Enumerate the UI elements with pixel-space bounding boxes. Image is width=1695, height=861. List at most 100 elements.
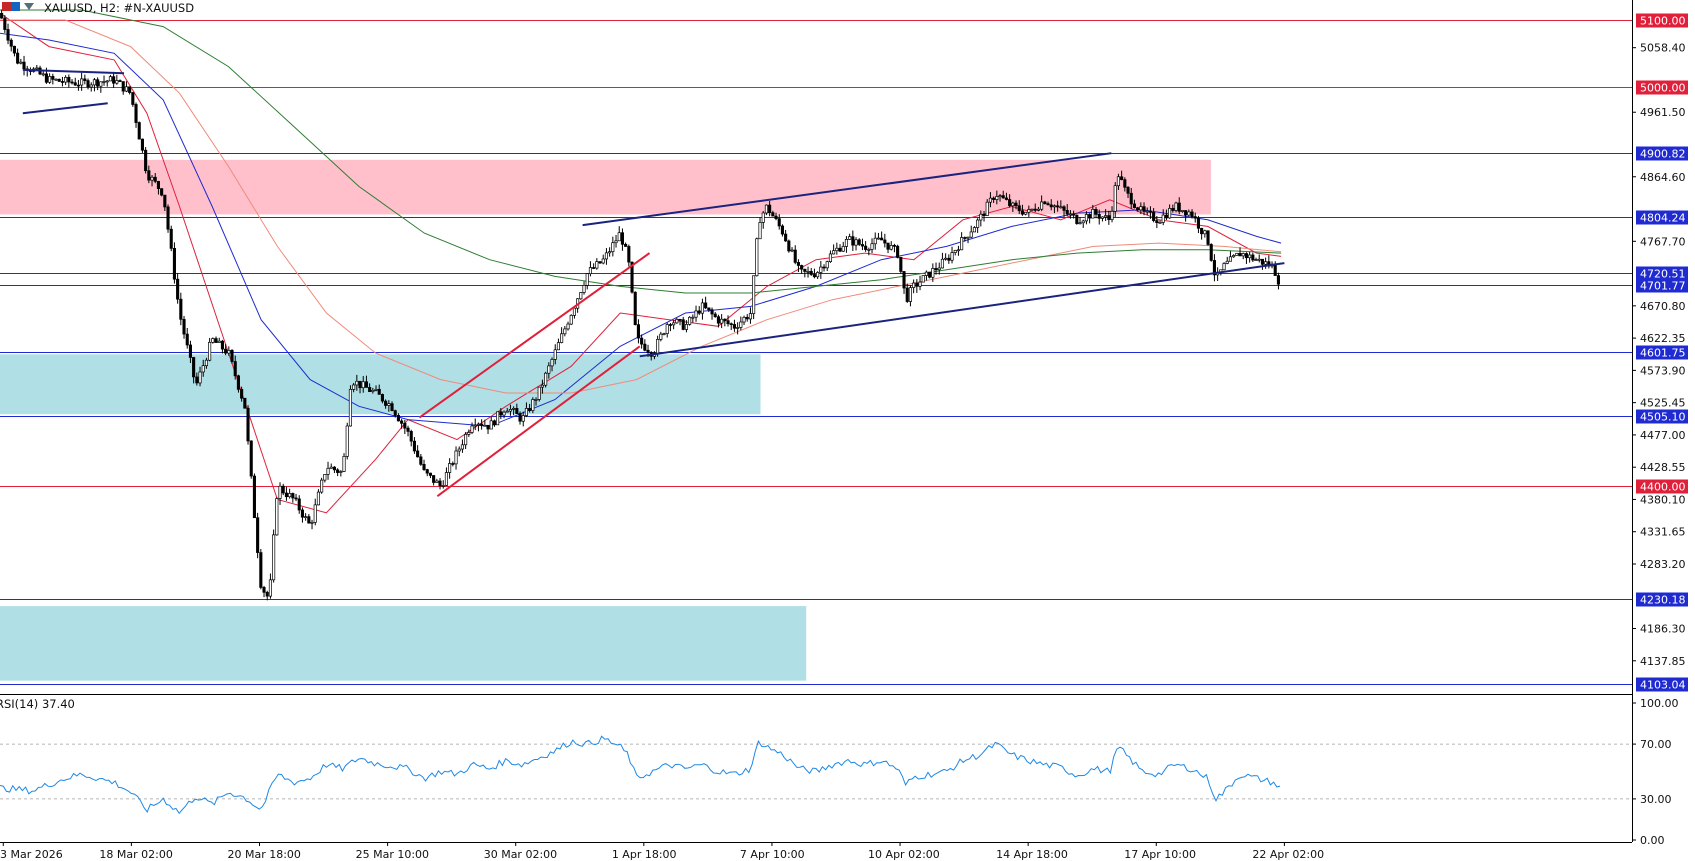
candle-body	[1136, 207, 1140, 211]
time-axis[interactable]: 3 Mar 2026 18 Mar 02:00 20 Mar 18:00 25 Mar…	[0, 842, 1324, 861]
candle-body	[1257, 258, 1261, 261]
level-tag-bg-4804.24	[1636, 210, 1688, 225]
candle-body	[729, 323, 733, 326]
level-tag-4720.51: 4720.51	[1640, 268, 1686, 281]
candle-body	[707, 307, 711, 311]
time-tick-label: 1 Apr 18:00	[612, 848, 677, 861]
candle-body	[444, 472, 448, 486]
candle-body	[720, 318, 724, 324]
candle-body	[953, 250, 957, 253]
candle-body	[1180, 210, 1184, 212]
candle-body	[304, 516, 308, 518]
candle-body	[240, 389, 244, 399]
trendline-1	[22, 68, 125, 75]
candle-body	[297, 498, 301, 511]
candle-body	[147, 170, 151, 181]
level-tag-bg-4601.75	[1636, 345, 1688, 360]
candle-body	[1088, 214, 1092, 219]
candle-body	[112, 76, 116, 84]
candle-body	[473, 424, 477, 427]
candle-body	[512, 408, 516, 410]
candle-body	[134, 104, 138, 123]
rsi-label: RSI(14) 37.40	[0, 697, 75, 711]
candle-body	[16, 52, 20, 64]
candle-body	[662, 333, 666, 335]
candle-body	[1036, 208, 1040, 211]
candle-body	[486, 424, 490, 430]
candle-body	[217, 340, 221, 343]
candle-body	[627, 246, 631, 263]
candle-body	[1020, 210, 1024, 215]
time-tick-label: 18 Mar 02:00	[99, 848, 172, 861]
level-tag-bg-4720.51	[1636, 266, 1688, 281]
price-tick-label: 4380.10	[1640, 493, 1686, 506]
candle-body	[121, 81, 125, 92]
candle-body	[224, 348, 228, 354]
candle-body	[156, 181, 160, 189]
candle-body	[537, 386, 541, 400]
candle-body	[947, 257, 951, 261]
candle-body	[665, 324, 669, 334]
price-tick-label: 4477.00	[1640, 429, 1686, 442]
candle-body	[230, 349, 234, 362]
candle-body	[659, 333, 663, 340]
candle-body	[1238, 252, 1242, 257]
candle-body	[848, 236, 852, 240]
candle-body	[764, 204, 768, 214]
candle-body	[531, 399, 535, 411]
candle-body	[886, 242, 890, 250]
candle-body	[201, 365, 205, 373]
candle-body	[835, 247, 839, 252]
candle-body	[1107, 215, 1111, 220]
candle-body	[736, 327, 740, 329]
candle-body	[438, 480, 442, 487]
candle-body	[345, 425, 349, 457]
candle-body	[870, 243, 874, 250]
candle-body	[892, 245, 896, 247]
candle-body	[796, 262, 800, 266]
level-tag-4103.04: 4103.04	[1640, 679, 1686, 692]
candle-body	[553, 349, 557, 360]
candle-body	[860, 244, 864, 247]
demand-zone-1	[0, 354, 761, 415]
candle-body	[348, 389, 352, 427]
candle-body	[899, 256, 903, 272]
candle-body	[1091, 208, 1095, 219]
candle-body	[876, 237, 880, 240]
candle-body	[864, 245, 868, 250]
candle-body	[105, 80, 109, 83]
candle-body	[41, 73, 45, 76]
candle-body	[99, 81, 103, 87]
candle-body	[384, 400, 388, 406]
price-tick-label: 4961.50	[1640, 106, 1686, 119]
candle-body	[1164, 214, 1168, 219]
candle-body	[656, 339, 660, 354]
candle-body	[118, 80, 122, 82]
candle-body	[160, 188, 164, 196]
candle-body	[924, 271, 928, 276]
candle-body	[265, 591, 269, 597]
candle-body	[752, 275, 756, 314]
candle-body	[956, 249, 960, 252]
candle-body	[291, 493, 295, 499]
dropdown-icon[interactable]	[24, 3, 34, 10]
candle-body	[480, 423, 484, 426]
candle-body	[1152, 212, 1156, 221]
candle-body	[988, 197, 992, 203]
candle-body	[233, 361, 237, 377]
candle-body	[1011, 202, 1015, 207]
candle-body	[150, 176, 154, 181]
candle-body	[428, 472, 432, 476]
level-tag-4804.24: 4804.24	[1640, 212, 1686, 225]
candle-body	[915, 282, 919, 287]
candle-body	[579, 292, 583, 300]
candle-body	[342, 456, 346, 472]
candle-body	[700, 302, 704, 314]
price-axis[interactable]: 5058.40 4961.50 4864.60 4767.70 4670.80 4622.…	[1632, 42, 1686, 668]
rsi-tick-label: 30.00	[1640, 793, 1672, 806]
candle-body	[262, 587, 266, 593]
flag-icon	[2, 2, 11, 11]
candle-body	[272, 534, 276, 581]
trendline-5	[436, 345, 641, 497]
